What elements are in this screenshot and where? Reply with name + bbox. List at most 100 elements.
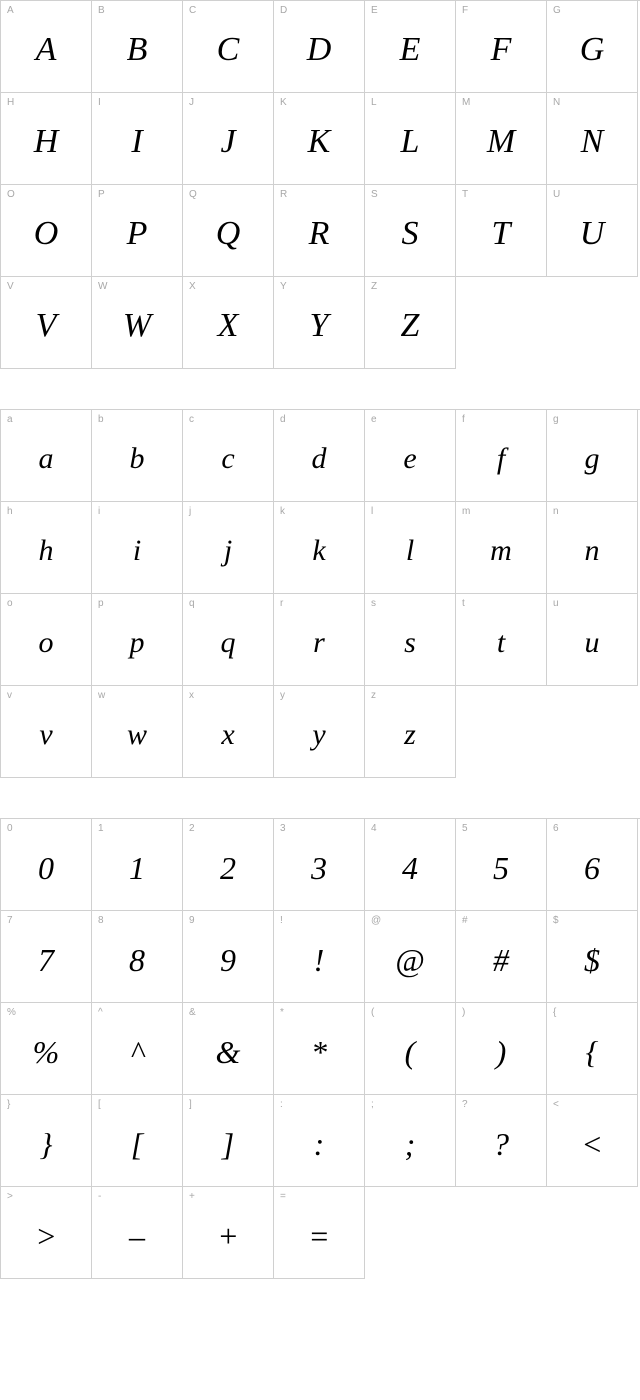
glyph-label: $ xyxy=(553,915,559,926)
glyph-display: Q xyxy=(216,217,241,251)
glyph-label: B xyxy=(98,5,105,16)
glyph-label: E xyxy=(371,5,378,16)
glyph-label: p xyxy=(98,598,104,609)
glyph-display: j xyxy=(224,536,232,566)
glyph-cell: XX xyxy=(183,277,274,369)
glyph-display: D xyxy=(307,33,332,67)
glyph-label: & xyxy=(189,1007,196,1018)
glyph-label: s xyxy=(371,598,376,609)
glyph-label: k xyxy=(280,506,285,517)
glyph-display: C xyxy=(217,33,240,67)
glyph-display: 0 xyxy=(38,852,54,884)
glyph-label: 6 xyxy=(553,823,559,834)
glyph-cell: 77 xyxy=(1,911,92,1003)
empty-cell xyxy=(456,1187,547,1279)
glyph-label: U xyxy=(553,189,560,200)
glyph-display: h xyxy=(39,536,54,566)
empty-cell xyxy=(547,686,638,778)
glyph-label: Z xyxy=(371,281,377,292)
glyph-label: < xyxy=(553,1099,559,1110)
glyph-display: # xyxy=(493,944,509,976)
glyph-cell: DD xyxy=(274,1,365,93)
glyph-display: y xyxy=(312,720,325,750)
glyph-label: 2 xyxy=(189,823,195,834)
glyph-label: y xyxy=(280,690,285,701)
glyph-display: b xyxy=(130,444,145,474)
glyph-display: I xyxy=(131,125,142,159)
glyph-cell: hh xyxy=(1,502,92,594)
glyph-cell: %% xyxy=(1,1003,92,1095)
glyph-cell: :: xyxy=(274,1095,365,1187)
glyph-display: s xyxy=(404,628,416,658)
glyph-cell: aa xyxy=(1,410,92,502)
glyph-cell: {{ xyxy=(547,1003,638,1095)
glyph-display: < xyxy=(581,1128,603,1160)
glyph-display: o xyxy=(39,628,54,658)
glyph-label: o xyxy=(7,598,13,609)
glyph-display: T xyxy=(492,217,511,251)
glyph-label: w xyxy=(98,690,105,701)
glyph-label: 8 xyxy=(98,915,104,926)
glyph-label: ^ xyxy=(98,1007,103,1018)
glyph-display: 2 xyxy=(220,852,236,884)
glyph-cell: ^^ xyxy=(92,1003,183,1095)
glyph-label: Y xyxy=(280,281,287,292)
glyph-cell: WW xyxy=(92,277,183,369)
glyph-label: G xyxy=(553,5,561,16)
glyph-cell: dd xyxy=(274,410,365,502)
glyph-cell: xx xyxy=(183,686,274,778)
glyph-cell: qq xyxy=(183,594,274,686)
glyph-display: V xyxy=(36,309,57,343)
glyph-cell: GG xyxy=(547,1,638,93)
glyph-cell: EE xyxy=(365,1,456,93)
glyph-label: F xyxy=(462,5,468,16)
glyph-display: l xyxy=(406,536,414,566)
glyph-label: 4 xyxy=(371,823,377,834)
glyph-cell: 55 xyxy=(456,819,547,911)
glyph-display: f xyxy=(497,444,505,474)
glyph-cell: == xyxy=(274,1187,365,1279)
glyph-display: P xyxy=(127,217,148,251)
glyph-display: ] xyxy=(222,1128,234,1160)
glyph-label: J xyxy=(189,97,194,108)
glyph-label: ! xyxy=(280,915,283,926)
glyph-cell: zz xyxy=(365,686,456,778)
glyph-cell: BB xyxy=(92,1,183,93)
glyph-display: 9 xyxy=(220,944,236,976)
glyph-label: O xyxy=(7,189,15,200)
glyph-cell: uu xyxy=(547,594,638,686)
glyph-display: 3 xyxy=(311,852,327,884)
glyph-label: V xyxy=(7,281,14,292)
glyph-display: O xyxy=(34,217,59,251)
glyph-cell: kk xyxy=(274,502,365,594)
glyph-label: = xyxy=(280,1191,286,1202)
glyph-display: p xyxy=(130,628,145,658)
glyph-display: * xyxy=(311,1036,327,1068)
glyph-label: b xyxy=(98,414,104,425)
glyph-cell: ii xyxy=(92,502,183,594)
empty-cell xyxy=(365,1187,456,1279)
glyph-label: % xyxy=(7,1007,16,1018)
glyph-cell: gg xyxy=(547,410,638,502)
glyph-display: ? xyxy=(493,1128,509,1160)
glyph-cell: [[ xyxy=(92,1095,183,1187)
glyph-display: N xyxy=(581,125,604,159)
glyph-display: v xyxy=(39,720,52,750)
glyph-label: 5 xyxy=(462,823,468,834)
glyph-cell: 11 xyxy=(92,819,183,911)
glyph-label: I xyxy=(98,97,101,108)
glyph-label: l xyxy=(371,506,373,517)
glyph-cell: ee xyxy=(365,410,456,502)
glyph-display: Y xyxy=(310,309,329,343)
glyph-cell: ;; xyxy=(365,1095,456,1187)
glyph-label: t xyxy=(462,598,465,609)
glyph-cell: tt xyxy=(456,594,547,686)
glyph-cell: }} xyxy=(1,1095,92,1187)
glyph-label: C xyxy=(189,5,196,16)
glyph-label: : xyxy=(280,1099,283,1110)
glyph-display: K xyxy=(308,125,331,159)
glyph-cell: NN xyxy=(547,93,638,185)
glyph-display: m xyxy=(490,536,512,566)
glyph-cell: $$ xyxy=(547,911,638,1003)
glyph-label: A xyxy=(7,5,14,16)
